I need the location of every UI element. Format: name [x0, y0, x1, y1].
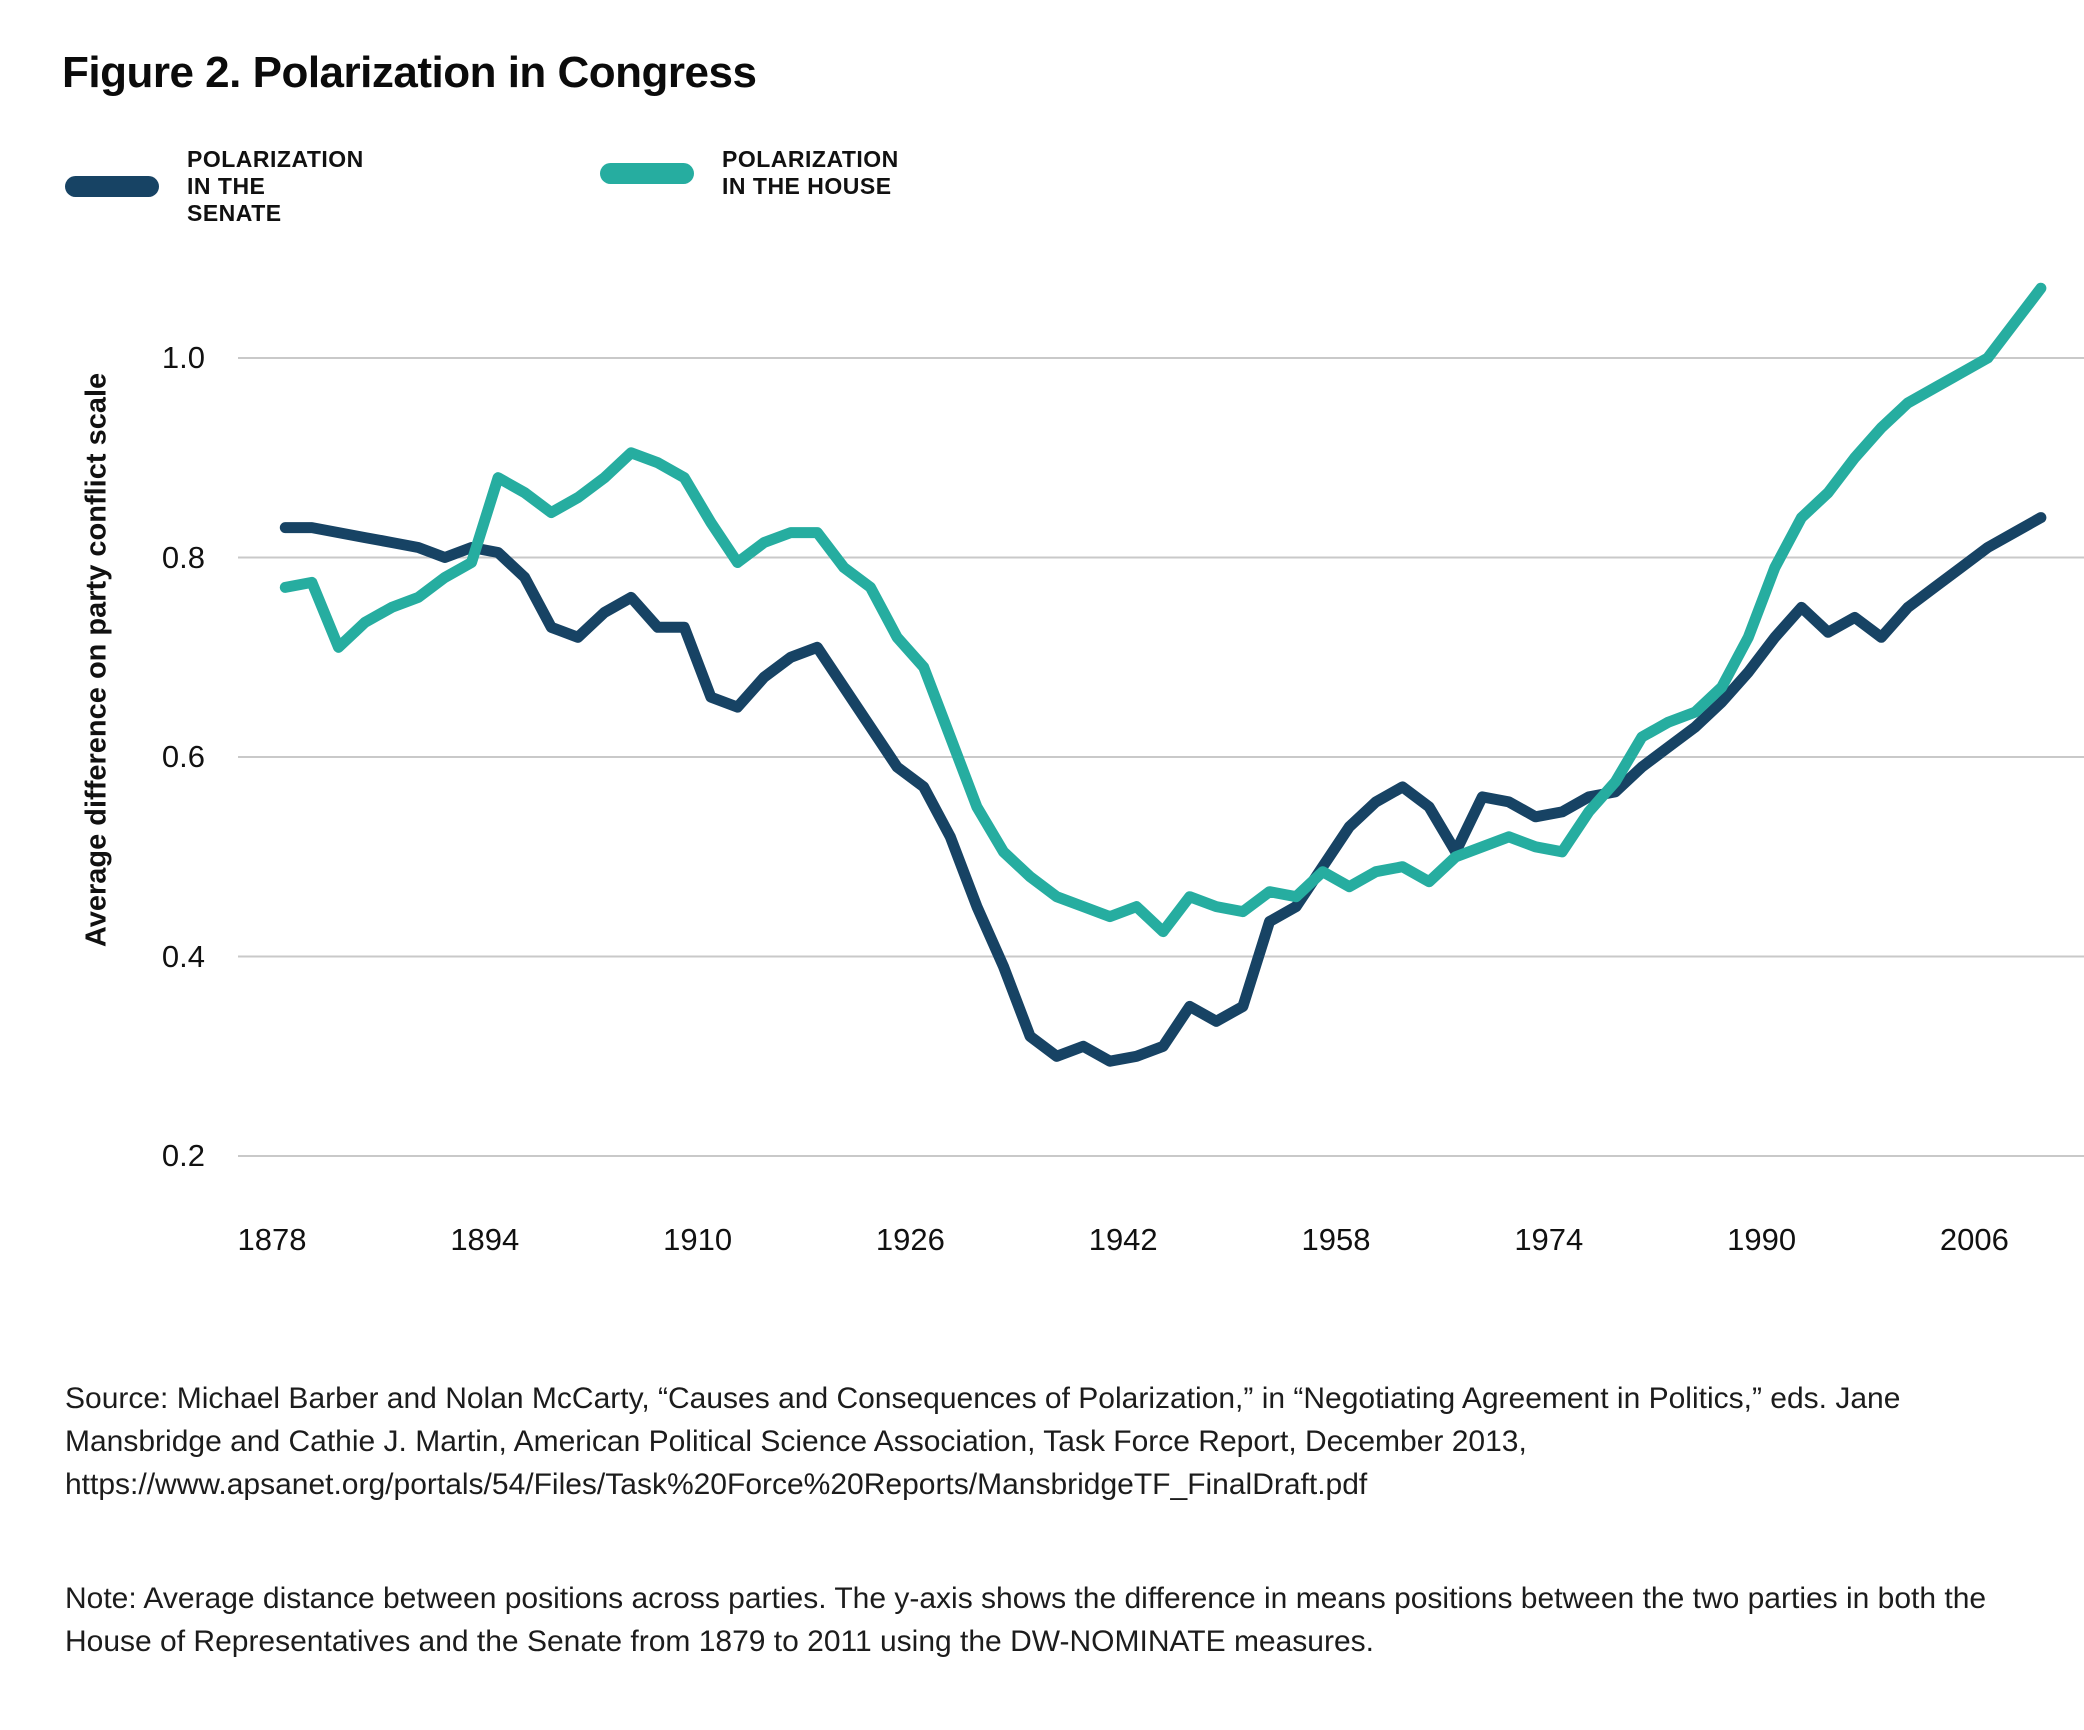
x-tick-1894: 1894 [450, 1222, 520, 1257]
senate-line [279, 512, 2047, 1067]
x-tick-1958: 1958 [1301, 1222, 1371, 1257]
house-line [279, 282, 2047, 938]
legend-item-senate: POLARIZATION IN THE SENATE [65, 146, 364, 227]
x-tick-2006: 2006 [1939, 1222, 2009, 1257]
x-tick-1878: 1878 [237, 1222, 307, 1257]
x-tick-1990: 1990 [1727, 1222, 1797, 1257]
x-tick-1974: 1974 [1514, 1222, 1584, 1257]
y-tick-0.4: 0.4 [161, 938, 205, 974]
y-tick-0.6: 0.6 [161, 739, 205, 774]
x-tick-1942: 1942 [1088, 1222, 1158, 1257]
source-citation: Source: Michael Barber and Nolan McCarty… [65, 1382, 1901, 1501]
y-tick-1.0: 1.0 [161, 340, 205, 375]
y-axis-title: Average difference on party conflict sca… [80, 372, 113, 948]
legend-label: POLARIZATION IN THE HOUSE [722, 146, 899, 199]
y-tick-0.8: 0.8 [161, 539, 205, 575]
senate-line-swatch [65, 176, 159, 197]
legend-label: POLARIZATION IN THE SENATE [187, 146, 364, 226]
house-line-swatch [600, 162, 694, 184]
figure-note: Note: Average distance between positions… [65, 1582, 1987, 1658]
x-tick-1926: 1926 [875, 1222, 945, 1257]
x-tick-1910: 1910 [663, 1222, 733, 1257]
figure-title: Figure 2. Polarization in Congress [62, 48, 757, 97]
y-tick-0.2: 0.2 [161, 1138, 205, 1173]
legend-item-house: POLARIZATION IN THE HOUSE [600, 146, 899, 200]
